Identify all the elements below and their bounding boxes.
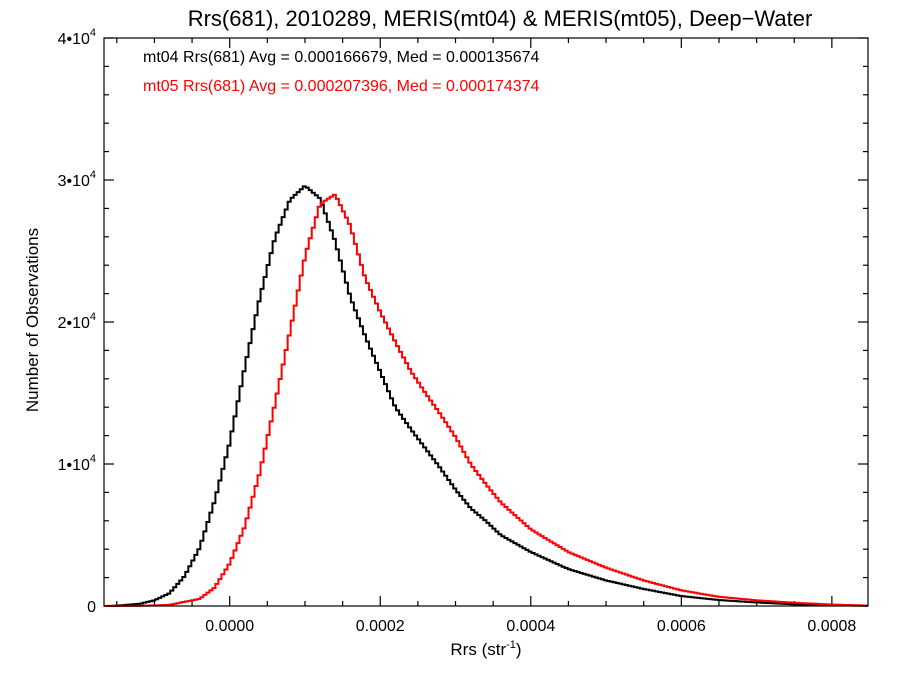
chart-title: Rrs(681), 2010289, MERIS(mt04) & MERIS(m… (188, 6, 813, 31)
legend: mt04 Rrs(681) Avg = 0.000166679, Med = 0… (143, 49, 540, 95)
y-tick-label: 2•104 (58, 311, 96, 332)
x-axis-label: Rrs (str-1) (450, 639, 521, 659)
x-tick-label: 0.0004 (506, 618, 555, 635)
axis-ticks: 0.0000 0.0002 0.0004 0.0006 0.0008 0 1•104 2•10… (58, 27, 868, 635)
x-tick-label: 0.0006 (657, 618, 706, 635)
x-tick-label: 0.0002 (356, 618, 405, 635)
y-tick-label: 1•104 (58, 453, 96, 474)
series-group (104, 185, 868, 607)
y-tick-label: 0 (87, 599, 96, 616)
x-tick-label: 0.0008 (807, 618, 856, 635)
y-tick-label: 3•104 (58, 169, 96, 190)
y-tick-label: 4•104 (58, 27, 96, 48)
plot-frame (103, 37, 869, 607)
y-axis-label: Number of Observations (23, 228, 42, 412)
legend-entry-mt05: mt05 Rrs(681) Avg = 0.000207396, Med = 0… (143, 78, 540, 95)
series-line-mt04 (104, 185, 868, 607)
legend-entry-mt04: mt04 Rrs(681) Avg = 0.000166679, Med = 0… (143, 49, 540, 66)
x-tick-label: 0.0000 (205, 618, 254, 635)
series-line-mt05 (104, 193, 868, 607)
